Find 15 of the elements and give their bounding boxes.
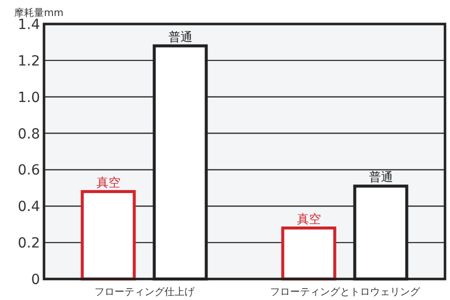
x-tick-label: フローティングとトロウェリング — [270, 287, 421, 298]
series-label: 普通 — [168, 30, 192, 44]
text: 真空 — [296, 212, 321, 226]
series-label: 真空 — [96, 176, 120, 190]
y-tick-label: 0.2 — [18, 236, 40, 252]
y-tick-label: 1.2 — [18, 53, 40, 70]
y-tick-label: 1.0 — [18, 90, 40, 106]
y-tick-label: 0 — [31, 272, 40, 288]
y-tick-label: 0.4 — [18, 199, 40, 216]
x-tick-label: フローティング仕上げ — [94, 286, 196, 298]
y-axis-title: 摩耗量mm — [14, 7, 64, 19]
y-tick-label: 0.6 — [18, 162, 40, 179]
text: 普通 — [368, 170, 393, 184]
y-tick-label: 1.4 — [18, 17, 40, 33]
y-tick-label: 0.8 — [18, 126, 40, 142]
